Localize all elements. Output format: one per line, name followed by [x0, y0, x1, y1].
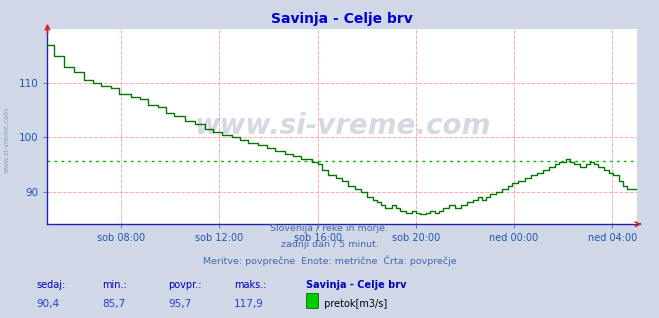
Text: www.si-vreme.com: www.si-vreme.com — [3, 107, 10, 173]
Text: 90,4: 90,4 — [36, 299, 59, 309]
Text: pretok[m3/s]: pretok[m3/s] — [321, 299, 387, 309]
Text: povpr.:: povpr.: — [168, 280, 202, 290]
Text: 95,7: 95,7 — [168, 299, 191, 309]
Text: sedaj:: sedaj: — [36, 280, 65, 290]
Text: Slovenija / reke in morje.: Slovenija / reke in morje. — [270, 224, 389, 232]
Text: min.:: min.: — [102, 280, 127, 290]
Text: www.si-vreme.com: www.si-vreme.com — [194, 112, 490, 141]
Text: zadnji dan / 5 minut.: zadnji dan / 5 minut. — [281, 240, 378, 249]
Text: 85,7: 85,7 — [102, 299, 125, 309]
Text: maks.:: maks.: — [234, 280, 266, 290]
Text: 117,9: 117,9 — [234, 299, 264, 309]
Title: Savinja - Celje brv: Savinja - Celje brv — [272, 12, 413, 26]
Text: Meritve: povprečne  Enote: metrične  Črta: povprečje: Meritve: povprečne Enote: metrične Črta:… — [203, 255, 456, 266]
Text: Savinja - Celje brv: Savinja - Celje brv — [306, 280, 407, 290]
